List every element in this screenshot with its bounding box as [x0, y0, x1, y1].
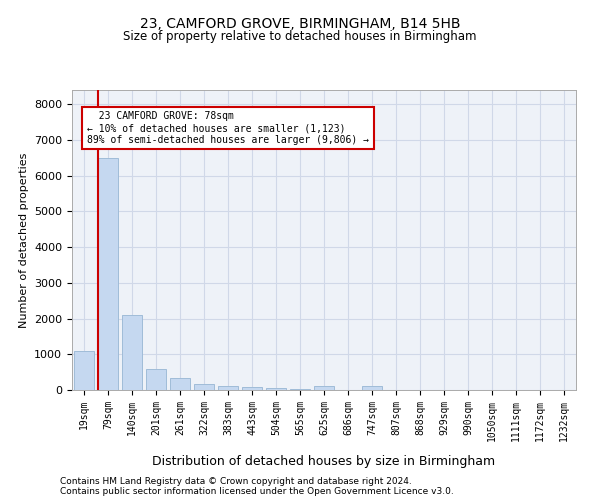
Text: 23, CAMFORD GROVE, BIRMINGHAM, B14 5HB: 23, CAMFORD GROVE, BIRMINGHAM, B14 5HB [140, 18, 460, 32]
Bar [146, 368, 166, 390]
Y-axis label: Number of detached properties: Number of detached properties [19, 152, 29, 328]
Bar [242, 387, 262, 390]
Bar [74, 350, 94, 390]
Bar [194, 384, 214, 390]
Text: Contains HM Land Registry data © Crown copyright and database right 2024.: Contains HM Land Registry data © Crown c… [60, 478, 412, 486]
Text: 23 CAMFORD GROVE: 78sqm
← 10% of detached houses are smaller (1,123)
89% of semi: 23 CAMFORD GROVE: 78sqm ← 10% of detache… [87, 112, 369, 144]
Bar [218, 386, 238, 390]
Text: Contains public sector information licensed under the Open Government Licence v3: Contains public sector information licen… [60, 488, 454, 496]
Bar [362, 386, 382, 390]
Text: Size of property relative to detached houses in Birmingham: Size of property relative to detached ho… [123, 30, 477, 43]
Bar [266, 388, 286, 390]
X-axis label: Distribution of detached houses by size in Birmingham: Distribution of detached houses by size … [152, 454, 496, 468]
Bar [314, 386, 334, 390]
Bar [170, 378, 190, 390]
Bar [122, 315, 142, 390]
Bar [290, 389, 310, 390]
Bar [98, 158, 118, 390]
